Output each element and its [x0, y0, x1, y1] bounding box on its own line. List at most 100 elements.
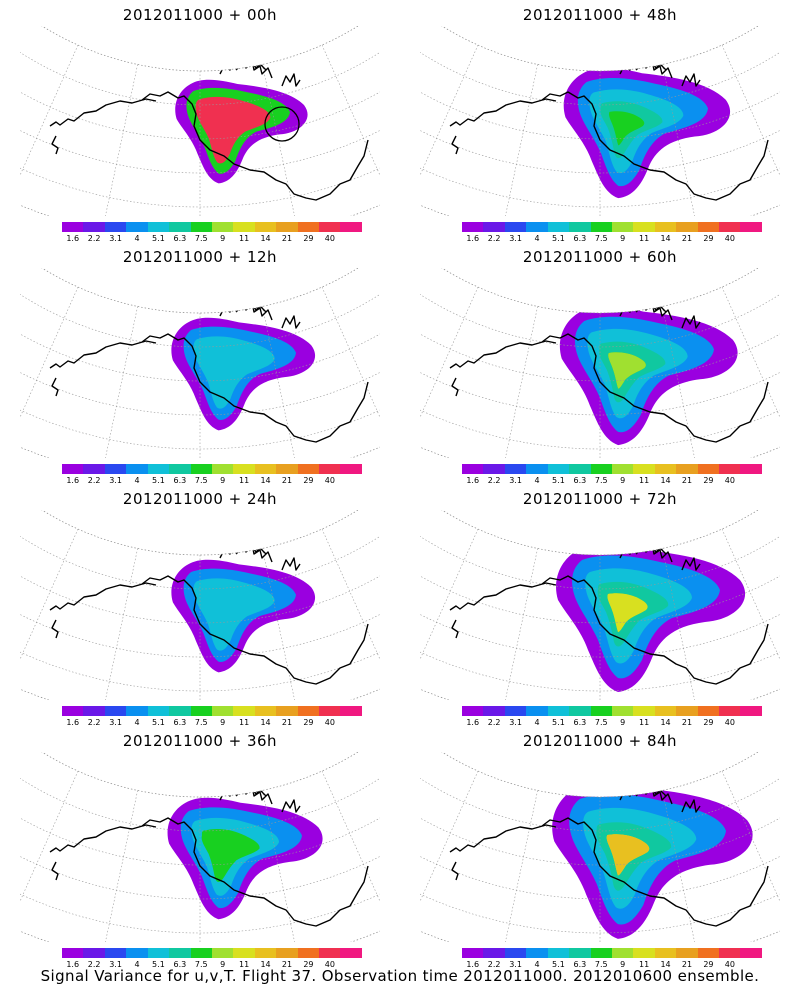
colorbar-swatch	[340, 706, 362, 716]
colorbar-swatch	[633, 948, 655, 958]
colorbar-swatch	[676, 706, 698, 716]
coastline	[449, 340, 557, 369]
coastline	[281, 799, 301, 813]
colorbar-tick-label: 6.3	[173, 960, 187, 969]
colorbar-tick-label: 14	[660, 718, 671, 727]
coastline	[49, 340, 157, 369]
colorbar-swatch	[740, 222, 762, 232]
colorbar-tick-label: 29	[303, 718, 314, 727]
coastline	[141, 91, 369, 201]
colorbar-tick-label: 7.5	[194, 718, 208, 727]
colorbar-swatch	[340, 464, 362, 474]
coastline	[681, 557, 701, 571]
colorbar-tick-label: 6.3	[573, 718, 587, 727]
meridian-line	[20, 286, 79, 443]
colorbar-swatch	[276, 222, 298, 232]
colorbar-tick-label: 4	[134, 718, 140, 727]
colorbar-swatch	[654, 464, 677, 474]
colorbar-tick-label: 11	[639, 234, 650, 243]
meridian-line	[501, 790, 538, 942]
colorbar-tick-label: 1.6	[66, 476, 80, 485]
colorbar-tick-label: 7.5	[194, 960, 208, 969]
colorbar-swatch	[611, 706, 634, 716]
colorbar-tick-label: 40	[724, 718, 735, 727]
colorbar-swatch	[654, 222, 677, 232]
colorbar-swatch	[740, 948, 762, 958]
colorbar-tick-label: 7.5	[594, 476, 608, 485]
colorbar-tick-label: 29	[703, 960, 714, 969]
coastline	[541, 91, 769, 201]
map-panel: 2012011000 + 48h 1.6 2.2 3.1 4 5.1 6.3 7.5 9 11 14…	[400, 0, 800, 250]
colorbar-tick-label: 5.1	[152, 234, 165, 243]
colorbar-tick-label: 5.1	[152, 476, 165, 485]
meridian-line	[262, 548, 299, 700]
colorbar-swatch	[462, 948, 484, 958]
colorbar-swatch	[740, 464, 762, 474]
colorbar-swatch	[483, 706, 505, 716]
colorbar-tick-label: 14	[660, 960, 671, 969]
colorbar-swatch	[719, 948, 741, 958]
signal-variance-field	[195, 96, 271, 164]
colorbar-tick-label: 2.2	[487, 718, 501, 727]
meridian-line	[101, 64, 138, 216]
colorbar-tick-label: 40	[724, 234, 735, 243]
coastline	[449, 98, 557, 127]
signal-variance-field	[193, 578, 275, 651]
panel-title: 2012011000 + 84h	[522, 732, 678, 750]
colorbar-tick-label: 11	[239, 234, 250, 243]
colorbar-labels: 1.6 2.2 3.1 4 5.1 6.3 7.5 9 11 14 21 29 40	[462, 476, 762, 488]
colorbar-swatch	[147, 948, 170, 958]
colorbar-tick-label: 21	[681, 960, 693, 969]
parallel-line	[420, 523, 780, 658]
colorbar-tick-label: 1.6	[466, 960, 480, 969]
meridian-line	[101, 306, 138, 458]
coastline	[141, 333, 369, 443]
meridian-line	[662, 548, 699, 700]
colorbar-tick-label: 9	[220, 718, 226, 727]
colorbar-swatch	[147, 222, 170, 232]
colorbar-tick-label: 1.6	[66, 718, 80, 727]
colorbar-swatch	[504, 464, 527, 474]
colorbar-tick-label: 4	[134, 234, 140, 243]
figure-caption: Signal Variance for u,v,T. Flight 37. Ob…	[40, 967, 760, 985]
colorbar-swatch	[254, 706, 277, 716]
colorbar-tick-label: 14	[260, 718, 271, 727]
colorbar-tick-label: 6.3	[173, 476, 187, 485]
colorbar-tick-label: 11	[239, 476, 250, 485]
parallel-line	[420, 788, 780, 934]
colorbar-labels: 1.6 2.2 3.1 4 5.1 6.3 7.5 9 11 14 21 29 40	[62, 476, 362, 488]
panel-title: 2012011000 + 36h	[122, 732, 278, 750]
colorbar-swatch	[462, 464, 484, 474]
colorbar-labels: 1.6 2.2 3.1 4 5.1 6.3 7.5 9 11 14 21 29 40	[462, 718, 762, 730]
parallel-line	[20, 281, 380, 416]
colorbar-swatch	[190, 464, 212, 474]
parallel-line	[20, 304, 380, 450]
colorbar-tick-label: 1.6	[466, 718, 480, 727]
colorbar-tick-label: 21	[281, 718, 293, 727]
colorbar	[62, 464, 362, 474]
colorbar-swatch	[697, 464, 720, 474]
colorbar-tick-label: 29	[703, 476, 714, 485]
colorbar-swatch	[319, 706, 341, 716]
meridian-line	[420, 44, 479, 201]
coastline	[541, 333, 769, 443]
colorbar-swatch	[569, 948, 591, 958]
colorbar-swatch	[676, 222, 698, 232]
colorbar-swatch	[526, 706, 548, 716]
colorbar	[62, 222, 362, 232]
colorbar-tick-label: 1.6	[66, 234, 80, 243]
parallel-line	[20, 39, 380, 174]
colorbar-labels: 1.6 2.2 3.1 4 5.1 6.3 7.5 9 11 14 21 29 40	[62, 960, 362, 972]
colorbar-tick-label: 3.1	[109, 234, 122, 243]
colorbar-swatch	[297, 948, 320, 958]
colorbar-swatch	[719, 222, 741, 232]
colorbar-swatch	[740, 706, 762, 716]
colorbar-swatch	[104, 222, 127, 232]
colorbar-labels: 1.6 2.2 3.1 4 5.1 6.3 7.5 9 11 14 21 29 40	[462, 234, 762, 246]
colorbar-tick-label: 11	[639, 476, 650, 485]
colorbar-swatch	[676, 948, 698, 958]
colorbar-tick-label: 7.5	[594, 960, 608, 969]
colorbar-swatch	[297, 222, 320, 232]
meridian-line	[20, 770, 79, 927]
colorbar-swatch	[697, 706, 720, 716]
